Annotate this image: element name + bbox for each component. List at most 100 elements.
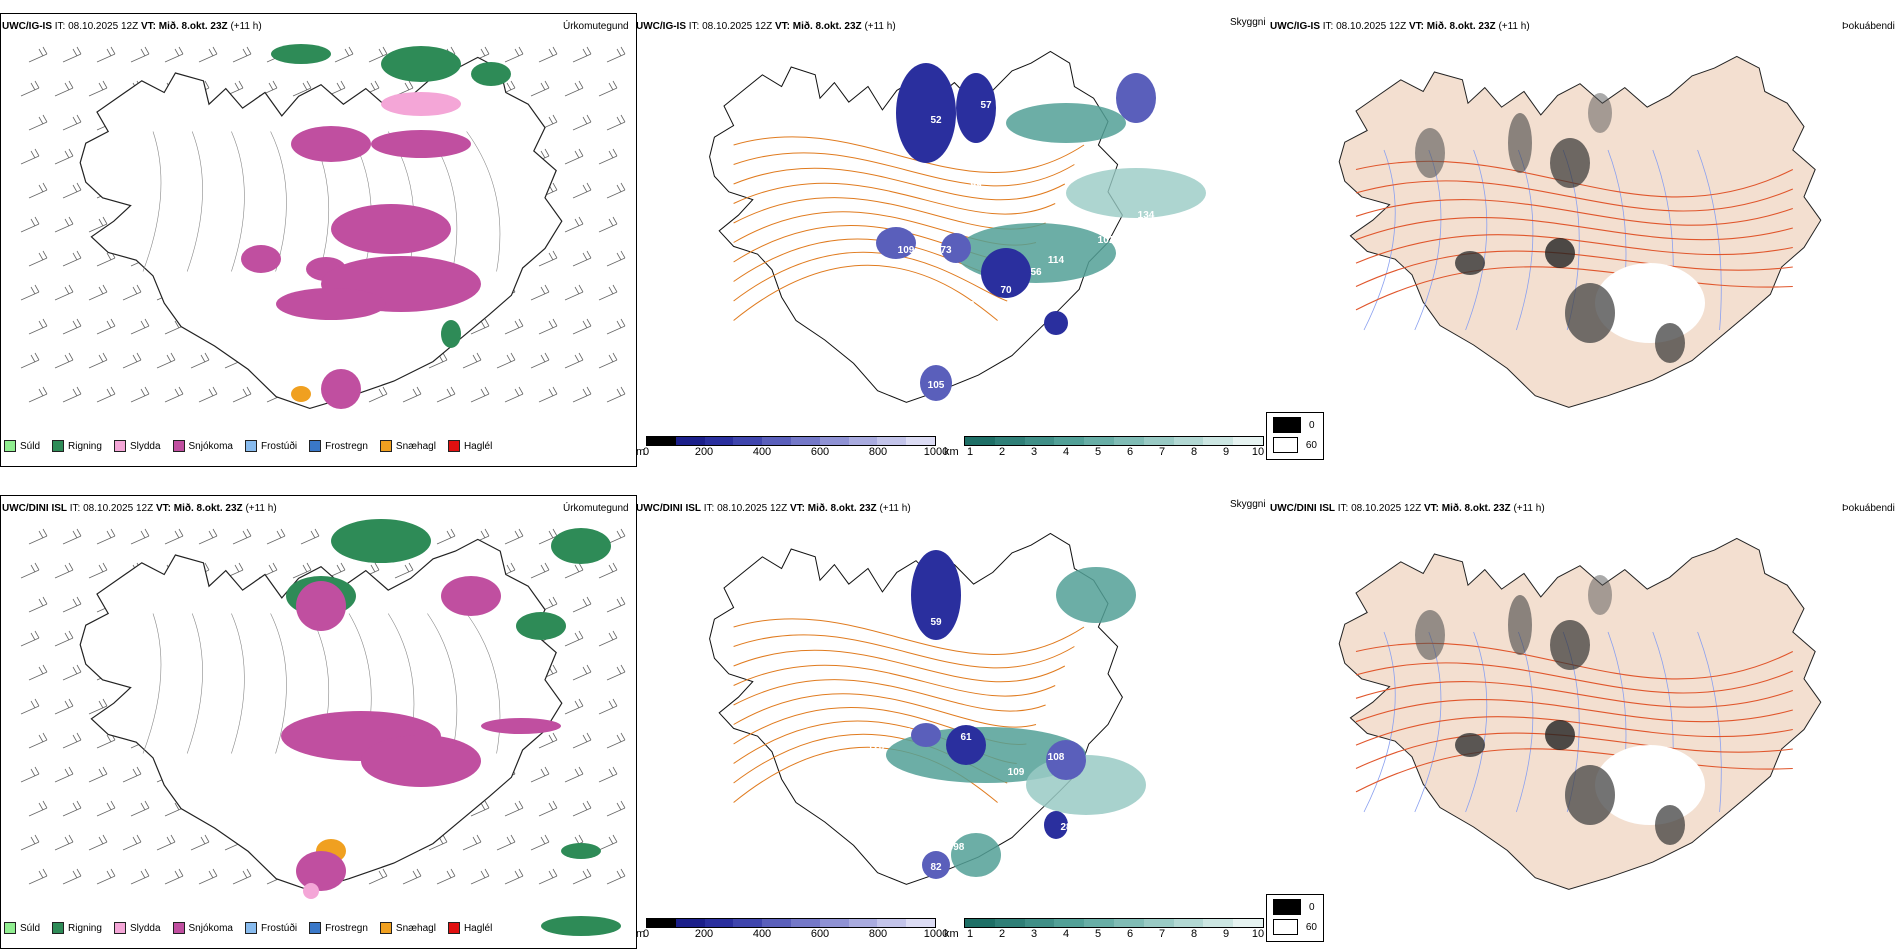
scale-swatch (675, 919, 705, 927)
wind-barb (28, 664, 48, 681)
low-ceiling-area (946, 725, 986, 765)
scale-swatch (704, 437, 734, 445)
road-line (733, 664, 1056, 697)
wind-barb (266, 528, 286, 545)
wind-barb (564, 284, 584, 301)
river-line (1697, 631, 1722, 813)
precip-map-1 (20, 44, 626, 410)
panel-row2-fog (1270, 495, 1900, 945)
ceiling-scale-2: 0 200 400 600 800 1000 (643, 918, 948, 942)
peak-label: 52 (930, 115, 942, 126)
rain-area (381, 46, 461, 82)
scale-swatch (906, 919, 935, 927)
wind-barb (462, 352, 482, 369)
wind-barb (54, 80, 74, 97)
wind-barb (496, 834, 516, 851)
scale-swatch (1143, 919, 1174, 927)
wind-barb (62, 800, 82, 817)
wind-barb (598, 352, 618, 369)
wind-barb (470, 868, 490, 885)
scale-tick: 2 (998, 928, 1006, 940)
road-line (142, 131, 162, 272)
wind-barb (606, 114, 626, 131)
peak-label: 28 (1060, 822, 1072, 833)
wind-barb (62, 182, 82, 199)
rain-area (331, 519, 431, 563)
wind-barb (130, 800, 150, 817)
peak-label: 57 (980, 100, 992, 111)
wind-barb (530, 766, 550, 783)
glacier-area (1595, 263, 1705, 343)
wind-barb (28, 250, 48, 267)
wind-barb (538, 318, 558, 335)
wind-barb (96, 46, 116, 63)
fog-area (1455, 733, 1485, 757)
wind-barb (470, 386, 490, 403)
wind-barb (606, 250, 626, 267)
scale-tick: 1000 (923, 446, 949, 458)
wind-barb (130, 46, 150, 63)
wind-barb (572, 114, 592, 131)
wind-barb (20, 766, 40, 783)
scale-swatch (647, 437, 676, 445)
peak-label: 226 (1118, 617, 1135, 628)
wind-barb (20, 834, 40, 851)
wind-barb (62, 732, 82, 749)
scale-swatch (1084, 919, 1114, 927)
low-ceiling-area (911, 550, 961, 640)
peak-label: 52 (990, 135, 1002, 146)
wind-barb (62, 318, 82, 335)
fog-map-1 (1338, 55, 1822, 408)
low-visibility-area (1006, 103, 1126, 143)
wind-barb (258, 80, 278, 97)
fog-area (1550, 620, 1590, 670)
scale-tick: 600 (810, 928, 830, 940)
wind-barb (164, 386, 184, 403)
low-visibility-area (1066, 168, 1206, 218)
fog-area (1655, 323, 1685, 363)
fog-areas (1415, 93, 1705, 363)
wind-barb (538, 250, 558, 267)
header-row2-right: UWC/DINI ISL IT: 08.10.2025 12Z VT: Mið.… (1270, 503, 1545, 514)
wind-barb (564, 80, 584, 97)
ceiling-unit-1: m (636, 446, 646, 458)
wind-barb (28, 318, 48, 335)
scale-swatch (1024, 437, 1055, 445)
wind-barb (54, 352, 74, 369)
wind-barb (122, 766, 142, 783)
wind-barb (258, 562, 278, 579)
rain-area (271, 44, 331, 64)
scale-tick: 3 (1030, 928, 1038, 940)
scale-tick: 400 (752, 446, 772, 458)
scale-swatch (1233, 919, 1263, 927)
scale-swatch (790, 437, 820, 445)
river-line (1363, 631, 1396, 813)
wind-barb (88, 766, 108, 783)
wind-barb (470, 318, 490, 335)
scale-swatch (790, 919, 820, 927)
snow-area (296, 851, 346, 891)
roads (1355, 642, 1794, 793)
wind-barb (20, 80, 40, 97)
scale-tick: 600 (810, 446, 830, 458)
fog-area (1545, 720, 1575, 750)
peak-label: 73 (940, 245, 952, 256)
peak-label: 124 (878, 270, 895, 281)
wind-barb (54, 630, 74, 647)
wind-barb (20, 284, 40, 301)
wind-barb (292, 562, 312, 579)
wind-barb (462, 834, 482, 851)
snow-area (371, 130, 471, 158)
scale-swatch (762, 437, 791, 445)
low-ceiling-area (1044, 811, 1068, 839)
rain-area (516, 612, 566, 640)
scale-tick: 7 (1158, 446, 1166, 458)
title-row2-right: Þokuábendi (1842, 503, 1895, 514)
scale-swatch (819, 437, 849, 445)
low-ceiling-area (981, 248, 1031, 298)
wind-barb (368, 868, 388, 885)
scale-swatch (647, 919, 676, 927)
wind-barb (538, 732, 558, 749)
scale-swatch (848, 919, 878, 927)
scale-swatch (906, 437, 935, 445)
